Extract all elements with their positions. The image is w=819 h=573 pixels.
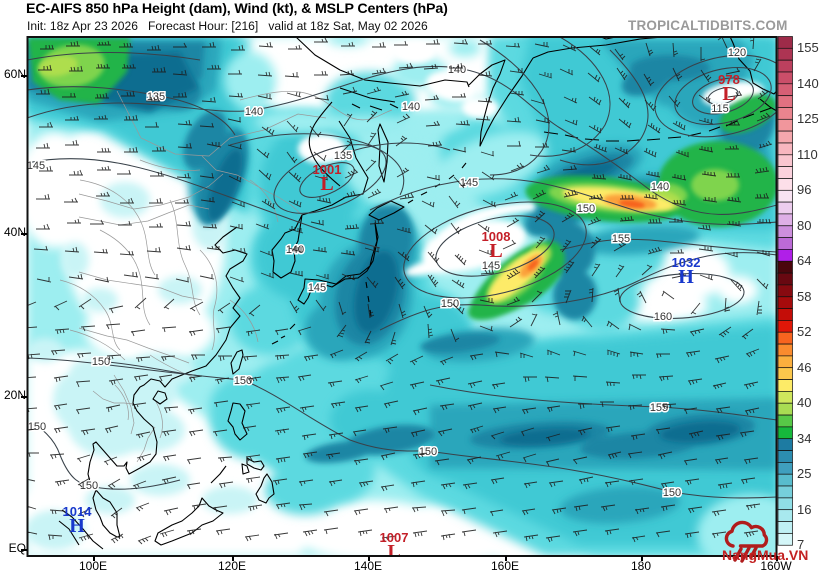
svg-text:140: 140 bbox=[651, 181, 669, 193]
svg-text:L: L bbox=[320, 173, 333, 195]
svg-text:140: 140 bbox=[245, 106, 263, 118]
svg-text:145: 145 bbox=[482, 260, 500, 272]
svg-text:978: 978 bbox=[718, 72, 740, 87]
svg-text:150: 150 bbox=[28, 421, 46, 433]
svg-text:145: 145 bbox=[460, 177, 478, 189]
svg-text:115: 115 bbox=[711, 103, 729, 115]
svg-text:L: L bbox=[722, 83, 735, 105]
svg-text:145: 145 bbox=[27, 160, 45, 172]
svg-text:L: L bbox=[387, 541, 400, 563]
svg-text:1008: 1008 bbox=[482, 229, 511, 244]
svg-text:120: 120 bbox=[728, 47, 746, 59]
svg-text:150: 150 bbox=[234, 375, 252, 387]
svg-text:L: L bbox=[489, 240, 502, 262]
svg-text:155: 155 bbox=[650, 402, 668, 414]
svg-text:140: 140 bbox=[448, 64, 466, 76]
svg-text:150: 150 bbox=[419, 446, 437, 458]
svg-text:150: 150 bbox=[663, 487, 681, 499]
svg-text:1007: 1007 bbox=[380, 530, 409, 545]
svg-text:145: 145 bbox=[308, 282, 326, 294]
svg-text:1014: 1014 bbox=[63, 504, 93, 519]
svg-text:H: H bbox=[69, 515, 85, 537]
svg-text:1032: 1032 bbox=[672, 255, 701, 270]
svg-text:135: 135 bbox=[334, 150, 352, 162]
svg-text:140: 140 bbox=[402, 101, 420, 113]
svg-text:150: 150 bbox=[80, 480, 98, 492]
svg-text:150: 150 bbox=[441, 298, 459, 310]
svg-text:150: 150 bbox=[92, 356, 110, 368]
svg-text:160: 160 bbox=[654, 311, 672, 323]
svg-text:150: 150 bbox=[577, 203, 595, 215]
svg-text:1001: 1001 bbox=[313, 162, 342, 177]
svg-text:NangMua.VN: NangMua.VN bbox=[722, 547, 808, 563]
svg-text:155: 155 bbox=[612, 233, 630, 245]
svg-text:H: H bbox=[678, 266, 694, 288]
